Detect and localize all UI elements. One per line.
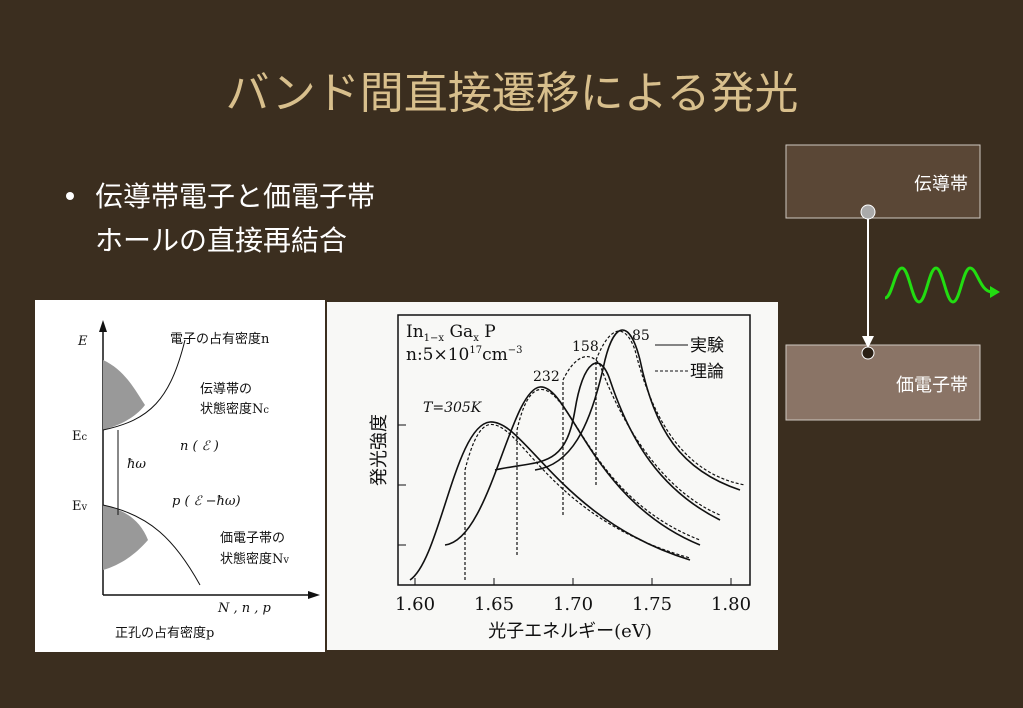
plot-frame <box>397 314 751 586</box>
axis-arrow <box>308 591 320 599</box>
hole-fill <box>103 505 148 570</box>
y-axis-label: 発光強度 <box>369 414 390 486</box>
photon-wave <box>884 266 993 304</box>
label: 状態密度Nc <box>200 401 269 417</box>
conduction-band-label: 伝導帯 <box>914 174 968 195</box>
electron <box>860 204 876 220</box>
slide-title: バンド間直接遷移による発光 <box>226 68 799 119</box>
x-tick-label: 1.70 <box>553 594 593 615</box>
label: 状態密度Nv <box>220 551 289 567</box>
axis-label: E <box>77 334 88 349</box>
curve-label: 158 <box>572 339 599 355</box>
hole <box>861 346 875 360</box>
label: 正孔の占有密度p <box>115 625 214 641</box>
bullet-line: 伝導帯電子と価電子帯 <box>95 180 375 213</box>
bullet-dot <box>66 192 74 200</box>
label: Ec <box>72 429 88 444</box>
valence-band-box <box>785 344 981 421</box>
figure1: E 電子の占有密度n 伝導帯の 状態密度Nc Ec n ( ℰ ) ħω Ev … <box>72 320 320 641</box>
valence-band-label: 価電子帯 <box>896 375 968 396</box>
legend-label: 実験 <box>690 336 724 356</box>
figure2: In1−x Gax P n:5×1017cm−3 T=305K 232 158 … <box>369 314 751 642</box>
figure2-panel <box>327 302 778 650</box>
label: ħω <box>127 457 146 472</box>
label: 電子の占有密度n <box>170 331 270 347</box>
formula: In1−x Gax P <box>406 322 496 344</box>
axis-label: N , n , p <box>217 601 272 616</box>
axis-arrow <box>99 320 107 332</box>
x-axis-label: 光子エネルギー(eV) <box>488 621 652 642</box>
electron-fill <box>103 360 145 430</box>
photon-arrow <box>990 286 1000 298</box>
curve-label: 232 <box>533 369 560 385</box>
theory-curves <box>464 330 746 580</box>
concentration: n:5×1017cm−3 <box>406 345 523 365</box>
cb-dos <box>102 339 186 431</box>
conduction-band-box <box>785 144 981 219</box>
x-tick-label: 1.65 <box>474 594 514 615</box>
x-tick-label: 1.60 <box>395 594 435 615</box>
arrow-head <box>862 336 874 348</box>
x-ticks: 1.60 1.65 1.70 1.75 1.80 <box>395 578 751 615</box>
curves <box>409 329 741 581</box>
x-tick-label: 1.80 <box>711 594 751 615</box>
label: 伝導帯の <box>200 382 252 397</box>
legend-label: 理論 <box>690 362 724 382</box>
curve-label: 85 <box>632 328 650 344</box>
bullet-line: ホールの直接再結合 <box>95 224 347 257</box>
label: p ( ℰ −ħω) <box>172 494 241 509</box>
label: n ( ℰ ) <box>180 439 219 454</box>
x-tick-label: 1.75 <box>632 594 672 615</box>
label: Ev <box>72 499 88 514</box>
label: 価電子帯の <box>220 531 285 546</box>
figure1-panel <box>35 300 325 652</box>
curve-label: T=305K <box>423 400 483 416</box>
